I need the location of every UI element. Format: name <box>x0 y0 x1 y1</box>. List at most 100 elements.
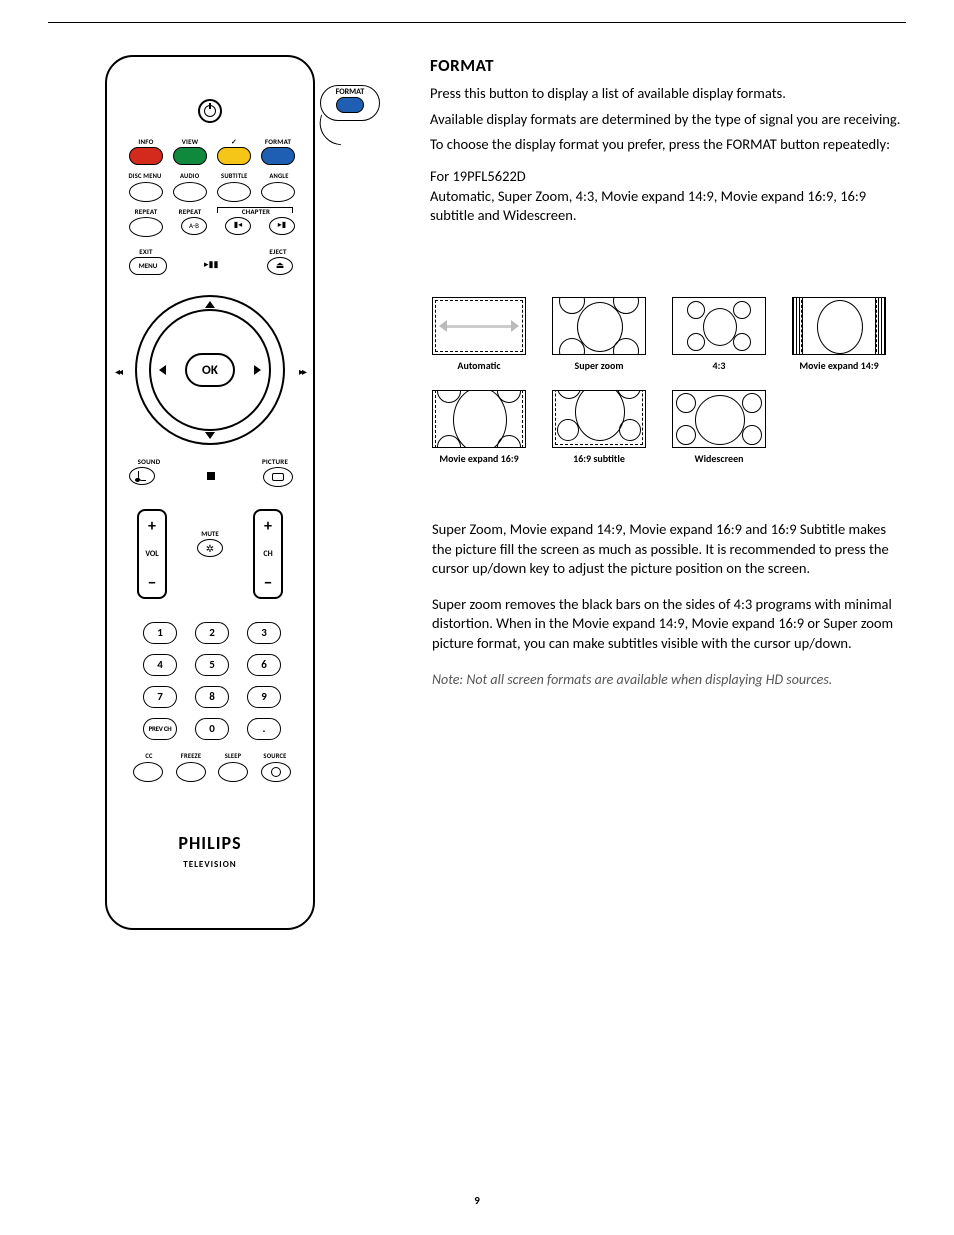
label-eject: EJECT <box>261 247 295 256</box>
thumb-widescreen: Widescreen <box>672 390 766 465</box>
view-button <box>173 147 207 165</box>
thumb-label: 4:3 <box>672 359 766 372</box>
fastfwd-icon: ▸▸ <box>299 365 305 378</box>
audio-button <box>173 182 207 202</box>
num-3: 3 <box>247 622 281 644</box>
ch-label: CH <box>255 549 281 559</box>
numpad-row: PREV CH 0 . <box>143 718 281 740</box>
rewind-icon: ◂◂ <box>115 365 121 378</box>
stop-icon <box>207 472 215 480</box>
heading-format: FORMAT <box>430 55 910 76</box>
row1-labels: INFO VIEW ✓ FORMAT <box>129 137 295 146</box>
vol-minus-icon: – <box>139 571 165 593</box>
row2-labels: DISC MENU AUDIO SUBTITLE ANGLE <box>125 172 299 180</box>
brand-logo: PHILIPS <box>107 832 313 854</box>
thumb-box <box>432 390 526 448</box>
cursor-up-icon <box>205 301 215 308</box>
page-number: 9 <box>0 1194 954 1207</box>
mute-button: ✲ <box>197 539 223 557</box>
row2-buttons <box>129 182 295 202</box>
play-pause-icon: ▸▮▮ <box>204 259 218 270</box>
content-column-2: Super Zoom, Movie expand 14:9, Movie exp… <box>432 520 902 688</box>
ok-button: OK <box>185 353 235 387</box>
cursor-down-icon <box>205 432 215 439</box>
label-chapter: CHAPTER <box>217 207 295 216</box>
thumb-box <box>792 297 886 355</box>
label-source: SOURCE <box>257 752 293 760</box>
num-4: 4 <box>143 654 177 676</box>
freeze-button <box>176 762 206 782</box>
thumb-me169: Movie expand 16:9 <box>432 390 526 465</box>
thumb-box <box>432 297 526 355</box>
skip-fwd-icon: ▸▮ <box>270 218 294 234</box>
note-icon <box>138 471 146 481</box>
format-thumbnails: Automatic Super zoom <box>432 297 932 483</box>
label-angle: ANGLE <box>259 172 299 180</box>
label-repeat2: REPEAT <box>173 207 207 216</box>
label-picture: PICTURE <box>255 457 295 466</box>
label-cc: CC <box>131 752 167 760</box>
picture-button <box>263 467 293 487</box>
para-3: Super zoom removes the black bars on the… <box>432 595 902 654</box>
format-button <box>261 147 295 165</box>
row3-buttons: A-B ▮◂ ▸▮ <box>129 217 295 237</box>
thumb-box <box>672 390 766 448</box>
num-8: 8 <box>195 686 229 708</box>
power-button <box>198 99 222 123</box>
format-callout: FORMAT <box>320 85 380 121</box>
manual-page: INFO VIEW ✓ FORMAT DISC MENU AUDIO SUBTI… <box>0 0 954 1235</box>
thumb-superzoom: Super zoom <box>552 297 646 372</box>
para-1c: To choose the display format you prefer,… <box>430 135 910 155</box>
menu-button: MENU <box>129 257 167 275</box>
row4-labels: EXIT EJECT <box>129 247 295 256</box>
thumb-automatic: Automatic <box>432 297 526 372</box>
label-subtitle: SUBTITLE <box>214 172 254 180</box>
eject-button: ⏏ <box>267 257 293 275</box>
num-0: 0 <box>195 718 229 740</box>
chapter-prev-button: ▮◂ <box>225 217 251 235</box>
discmenu-button <box>129 182 163 202</box>
mute-icon: ✲ <box>206 542 214 555</box>
skip-back-icon: ▮◂ <box>226 218 250 234</box>
numpad-row: 4 5 6 <box>143 654 281 676</box>
info-button <box>129 147 163 165</box>
source-icon <box>271 767 281 777</box>
model-line: For 19PFL5622D <box>430 167 910 185</box>
channel-rocker: + CH – <box>253 509 283 599</box>
thumb-label: Movie expand 16:9 <box>432 452 526 465</box>
thumb-row: Automatic Super zoom <box>432 297 932 372</box>
label-sleep: SLEEP <box>215 752 251 760</box>
label-exit: EXIT <box>129 247 163 256</box>
ch-minus-icon: – <box>255 571 281 593</box>
para-1a: Press this button to display a list of a… <box>430 84 910 104</box>
ch-plus-icon: + <box>255 517 281 536</box>
num-2: 2 <box>195 622 229 644</box>
cursor-right-icon <box>254 365 261 375</box>
power-icon <box>204 105 216 117</box>
note-text: Note: Not all screen formats are availab… <box>432 671 902 688</box>
num-dot: . <box>247 718 281 740</box>
arrow-icon <box>439 320 519 332</box>
brand-subtitle: TELEVISION <box>107 859 313 870</box>
label-audio: AUDIO <box>170 172 210 180</box>
prev-ch-button: PREV CH <box>143 718 177 740</box>
label-info: INFO <box>129 137 163 146</box>
label-sound: SOUND <box>129 457 169 466</box>
thumb-row: Movie expand 16:9 16:9 subtitle <box>432 390 932 465</box>
num-7: 7 <box>143 686 177 708</box>
nav-ring: OK <box>135 295 285 445</box>
thumb-box <box>552 297 646 355</box>
check-button <box>217 147 251 165</box>
numpad-row: 1 2 3 <box>143 622 281 644</box>
cursor-left-icon <box>159 365 166 375</box>
label-mute: MUTE <box>201 529 219 538</box>
sound-button <box>129 467 155 485</box>
remote-body: INFO VIEW ✓ FORMAT DISC MENU AUDIO SUBTI… <box>105 55 315 930</box>
thumb-43: 4:3 <box>672 297 766 372</box>
thumb-box <box>552 390 646 448</box>
thumb-label: 16:9 subtitle <box>552 452 646 465</box>
thumb-label: Automatic <box>432 359 526 372</box>
repeat-ab-button: A-B <box>181 217 207 235</box>
format-list: Automatic, Super Zoom, 4:3, Movie expand… <box>430 187 910 226</box>
cc-button <box>133 762 163 782</box>
